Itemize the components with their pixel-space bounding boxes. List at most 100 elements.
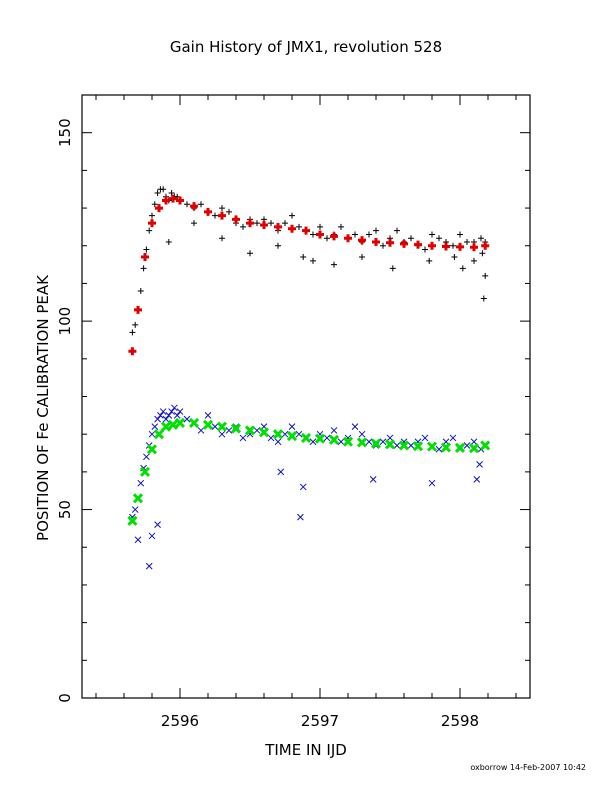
data-point [211,423,219,431]
data-point [412,441,424,452]
data-point [154,189,161,196]
data-point [316,230,324,239]
data-point [330,232,338,241]
y-tick-label: 0 [56,693,74,703]
data-point [168,408,175,415]
data-point [457,231,463,238]
data-point [435,445,443,453]
data-point [260,221,268,230]
data-point [479,250,486,257]
data-point [184,201,190,208]
data-point [300,254,307,261]
data-point [480,440,491,451]
data-point [272,429,284,440]
data-point [482,272,489,279]
data-point [145,562,153,570]
x-axis-label: TIME IN IJD [264,741,347,759]
data-point [198,201,204,208]
data-point [429,231,435,238]
series-0 [129,186,489,336]
data-point [337,438,345,446]
data-point [132,493,144,504]
data-point [450,242,456,249]
data-point [219,235,225,242]
data-point [134,305,142,314]
y-axis-label: POSITION OF Fe CALIBRATION PEAK [34,274,52,541]
data-point [289,212,295,219]
data-point [162,196,170,205]
data-point [451,254,458,261]
data-point [449,434,457,442]
data-point [132,321,139,328]
data-point [171,404,178,412]
data-point [295,430,303,438]
y-tick-label: 150 [56,118,74,147]
data-point [149,212,155,219]
data-point [267,434,275,442]
data-point [299,483,307,491]
data-point [408,235,414,242]
data-point [218,430,226,438]
data-point [176,196,184,205]
x-tick-label: 2598 [441,712,479,730]
data-point [274,438,282,446]
data-point [459,265,466,272]
data-point [428,479,436,487]
data-point [154,521,161,528]
data-point [407,442,415,449]
data-point [274,222,282,231]
data-point [188,417,200,428]
data-point [393,442,401,449]
data-point [167,419,179,430]
data-point [219,205,225,212]
data-point [359,254,365,261]
data-point [314,433,326,444]
data-point [165,238,172,245]
data-point [310,231,316,238]
data-point [426,257,433,264]
data-point [254,220,260,227]
data-point [204,207,212,216]
data-point [239,434,247,442]
data-point [160,186,167,193]
data-point [366,231,372,238]
data-point [212,212,218,219]
data-point [454,442,466,453]
data-point [365,438,373,446]
data-point [421,434,429,442]
data-point [386,238,394,247]
data-point [197,427,205,434]
data-point [218,211,226,220]
data-point [468,443,480,454]
data-point [456,242,464,251]
data-point [330,427,338,434]
data-point [297,513,304,521]
data-point [240,223,246,230]
data-point [384,439,396,450]
data-point [128,347,137,356]
data-point [471,257,477,264]
data-point [157,411,164,419]
data-point [143,453,150,461]
data-point [141,253,149,262]
data-point [344,234,352,243]
data-point [140,265,147,272]
data-point [338,223,344,230]
data-point [134,536,142,544]
data-point [230,423,242,434]
data-point [328,434,340,445]
data-point [244,425,256,436]
data-point [317,223,323,230]
data-point [165,411,173,419]
x-tick-label: 2596 [161,712,199,730]
data-point [358,236,366,245]
series-layer [127,186,491,570]
data-point [148,430,156,438]
data-point [370,438,382,449]
data-point [400,239,408,248]
data-point [143,246,150,253]
data-point [173,411,181,419]
data-point [226,208,232,215]
data-point [296,223,302,230]
data-point [476,460,483,468]
